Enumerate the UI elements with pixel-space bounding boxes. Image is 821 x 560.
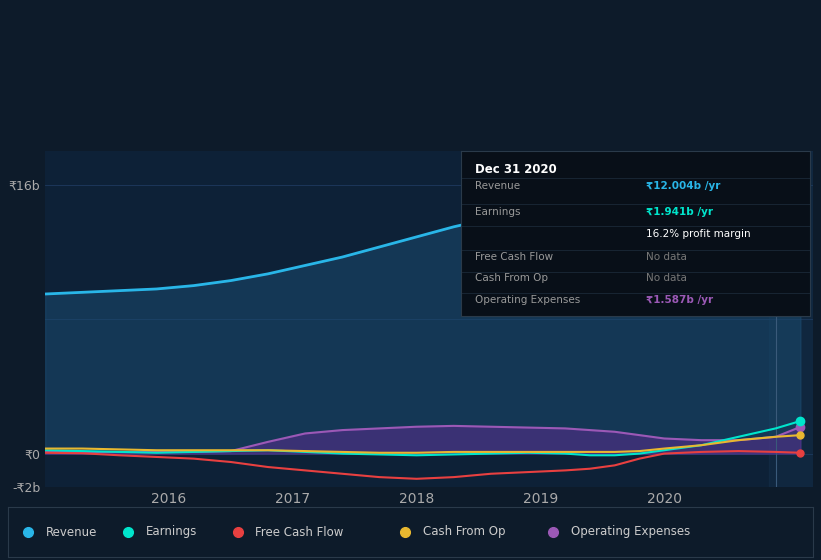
Text: Earnings: Earnings bbox=[146, 525, 197, 539]
Text: Dec 31 2020: Dec 31 2020 bbox=[475, 163, 557, 176]
Text: ₹12.004b /yr: ₹12.004b /yr bbox=[646, 181, 721, 191]
Text: Revenue: Revenue bbox=[46, 525, 98, 539]
Text: No data: No data bbox=[646, 252, 687, 262]
Text: Earnings: Earnings bbox=[475, 207, 521, 217]
Text: Free Cash Flow: Free Cash Flow bbox=[475, 252, 553, 262]
Text: Revenue: Revenue bbox=[475, 181, 521, 191]
Text: Cash From Op: Cash From Op bbox=[423, 525, 505, 539]
Text: Free Cash Flow: Free Cash Flow bbox=[255, 525, 344, 539]
Bar bbox=[769, 151, 819, 487]
Text: ₹1.941b /yr: ₹1.941b /yr bbox=[646, 207, 713, 217]
Text: ₹1.587b /yr: ₹1.587b /yr bbox=[646, 295, 713, 305]
Text: Operating Expenses: Operating Expenses bbox=[571, 525, 690, 539]
Text: Operating Expenses: Operating Expenses bbox=[475, 295, 580, 305]
Text: 16.2% profit margin: 16.2% profit margin bbox=[646, 228, 751, 239]
Text: No data: No data bbox=[646, 273, 687, 283]
Text: Cash From Op: Cash From Op bbox=[475, 273, 548, 283]
